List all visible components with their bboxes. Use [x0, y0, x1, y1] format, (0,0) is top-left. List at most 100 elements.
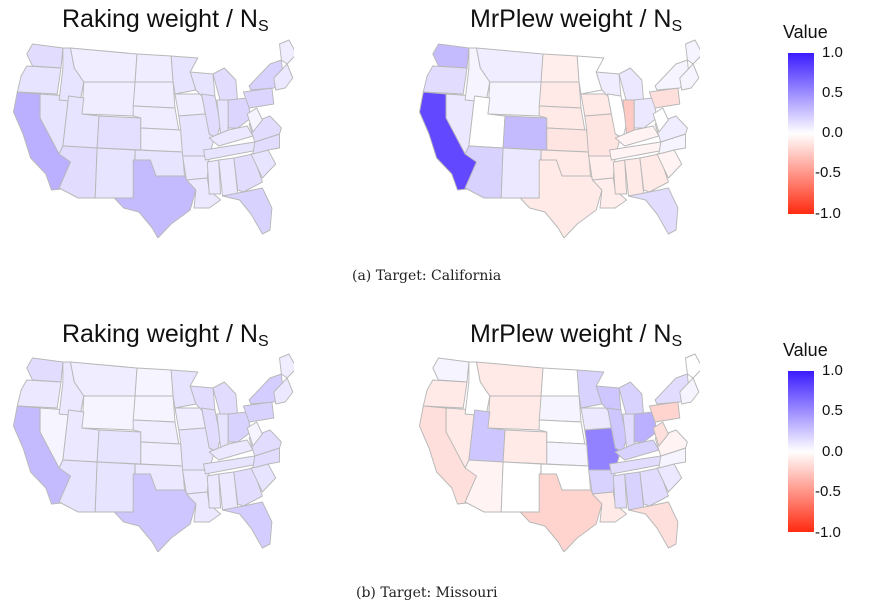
legend-tick-label: 0.0 — [822, 443, 843, 460]
choropleth-map-mrplew-missouri — [419, 353, 700, 552]
state-region-wy — [487, 395, 542, 431]
state-region-me — [685, 39, 700, 65]
state-region-sd — [132, 395, 176, 423]
state-region-ms — [206, 159, 222, 195]
state-region-ms — [612, 473, 628, 509]
state-region-wy — [81, 395, 136, 431]
state-region-sd — [132, 81, 176, 109]
legend-tick-label: 0.5 — [822, 84, 843, 101]
choropleth-map-mrplew-california — [419, 39, 700, 238]
state-region-fl — [628, 501, 679, 549]
state-region-ms — [612, 159, 628, 195]
state-region-wv — [246, 421, 263, 447]
state-region-me — [685, 353, 700, 379]
state-region-ne_region — [273, 63, 294, 91]
map-title-raking-a: Raking weight / NS — [62, 5, 269, 36]
legend-color-bar — [788, 371, 814, 532]
map-title-mrplew-b: MrPlew weight / NS — [470, 320, 682, 351]
state-region-mi — [618, 381, 645, 417]
legend-tick-label: 1.0 — [822, 44, 843, 61]
legend-tick-label: -1.0 — [815, 205, 841, 222]
state-region-fl — [222, 501, 273, 549]
state-region-or — [16, 379, 62, 409]
state-region-oh — [633, 411, 658, 443]
state-region-nd — [134, 53, 174, 83]
choropleth-map-raking-california — [13, 39, 294, 238]
state-region-wi — [189, 385, 216, 411]
state-region-la — [185, 491, 222, 523]
state-region-nd — [540, 53, 580, 83]
caption-panel-b: (b) Target: Missouri — [356, 585, 498, 601]
state-region-la — [591, 177, 628, 209]
state-region-ks — [546, 441, 590, 467]
state-region-wv — [246, 107, 263, 133]
state-region-pa — [648, 401, 681, 423]
state-region-co — [96, 115, 142, 151]
state-region-ia — [174, 407, 206, 431]
state-region-mi — [618, 67, 645, 103]
state-region-me — [279, 353, 294, 379]
legend-color-bar — [788, 53, 814, 214]
state-region-wv — [652, 421, 669, 447]
legend-title: Value — [783, 22, 828, 42]
state-region-il — [607, 407, 628, 453]
state-region-co — [96, 429, 142, 465]
caption-panel-a: (a) Target: California — [352, 268, 502, 284]
state-region-oh — [227, 411, 252, 443]
state-region-ky — [208, 439, 254, 461]
state-region-tx — [113, 159, 197, 238]
state-region-wa — [432, 43, 470, 69]
state-region-or — [422, 379, 468, 409]
state-region-nm — [94, 461, 136, 513]
state-region-co — [502, 115, 548, 151]
state-region-ks — [546, 127, 590, 153]
legend-tick-label: -0.5 — [815, 164, 841, 181]
state-region-wy — [81, 81, 136, 117]
state-region-ia — [580, 93, 612, 117]
state-region-ne_region — [679, 377, 700, 405]
map-title-subscript: S — [671, 333, 683, 350]
state-region-ks — [140, 127, 184, 153]
state-region-wa — [432, 357, 470, 383]
state-region-ia — [580, 407, 612, 431]
state-region-tx — [519, 473, 603, 552]
map-title-subscript: S — [257, 18, 269, 35]
state-region-wi — [595, 71, 622, 97]
state-region-ia — [174, 93, 206, 117]
state-region-fl — [628, 187, 679, 235]
state-region-fl — [222, 187, 273, 235]
state-region-wa — [26, 43, 64, 69]
state-region-wi — [595, 385, 622, 411]
map-title-text: Raking weight / N — [62, 320, 258, 348]
map-title-mrplew-a: MrPlew weight / NS — [470, 5, 682, 36]
state-region-ky — [614, 125, 660, 147]
state-region-mt — [476, 361, 544, 397]
choropleth-map-raking-missouri — [13, 353, 294, 552]
state-region-co — [502, 429, 548, 465]
state-region-mi — [212, 67, 239, 103]
state-region-oh — [633, 97, 658, 129]
state-region-or — [16, 65, 62, 95]
state-region-la — [185, 177, 222, 209]
state-region-sd — [538, 81, 582, 109]
state-region-pa — [242, 401, 275, 423]
state-region-il — [201, 407, 222, 453]
state-region-mt — [70, 47, 138, 83]
state-region-ky — [208, 125, 254, 147]
legend-tick-label: -0.5 — [815, 483, 841, 500]
legend-title: Value — [783, 340, 828, 360]
state-region-tx — [113, 473, 197, 552]
state-region-nm — [500, 461, 542, 513]
state-region-tx — [519, 159, 603, 238]
state-region-ne_region — [679, 63, 700, 91]
state-region-sd — [538, 395, 582, 423]
state-region-il — [607, 93, 628, 139]
map-title-subscript: S — [671, 18, 683, 35]
legend-tick-label: 0.5 — [822, 402, 843, 419]
state-region-oh — [227, 97, 252, 129]
state-region-mi — [212, 381, 239, 417]
state-region-il — [201, 93, 222, 139]
map-title-text: MrPlew weight / N — [470, 320, 672, 348]
map-title-text: Raking weight / N — [62, 5, 258, 33]
state-region-or — [422, 65, 468, 95]
